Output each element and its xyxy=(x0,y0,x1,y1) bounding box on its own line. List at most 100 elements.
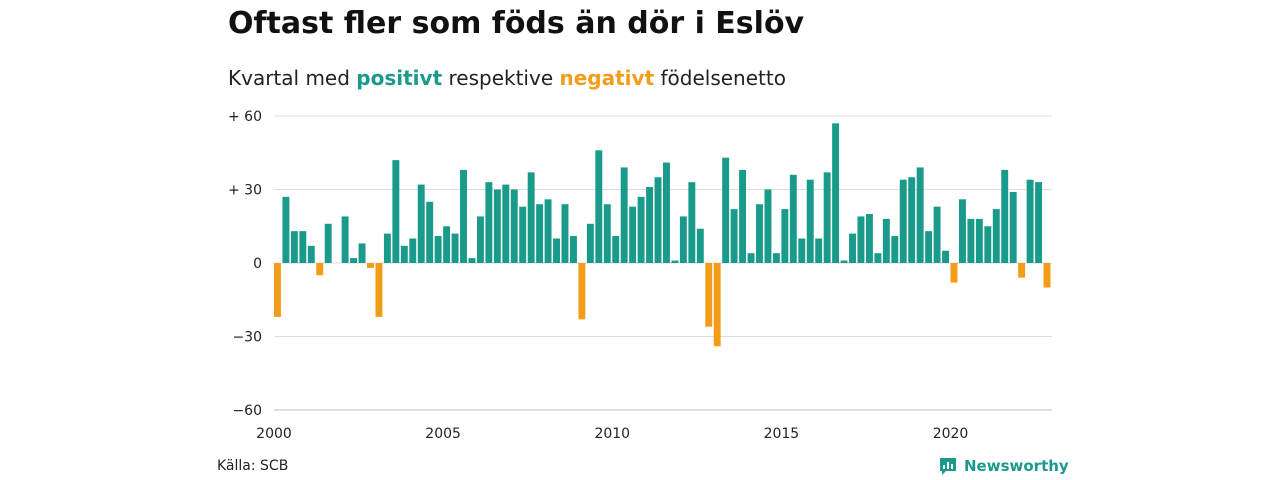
bar xyxy=(603,204,611,263)
bar xyxy=(468,258,476,263)
y-tick-label: + 60 xyxy=(228,109,262,125)
bar xyxy=(1035,182,1043,263)
bar xyxy=(798,238,806,263)
subtitle-suffix: födelsenetto xyxy=(660,66,786,90)
bar xyxy=(975,218,983,263)
bar xyxy=(375,263,383,317)
bar xyxy=(747,253,755,263)
subtitle-prefix: Kvartal med xyxy=(228,66,350,90)
bar xyxy=(950,263,958,283)
bar xyxy=(553,238,560,263)
bar xyxy=(1001,169,1009,263)
bar xyxy=(392,160,400,263)
bar xyxy=(536,204,544,263)
bar xyxy=(519,206,527,263)
bar xyxy=(654,177,662,263)
bar xyxy=(307,245,315,263)
bar xyxy=(925,231,933,263)
bar xyxy=(764,189,772,263)
bar xyxy=(696,228,704,263)
bar xyxy=(849,233,856,263)
newsworthy-logo-icon xyxy=(940,458,956,475)
bar xyxy=(400,245,408,263)
bar xyxy=(840,260,848,263)
y-tick-label: −60 xyxy=(232,403,262,419)
bar xyxy=(891,236,899,263)
bar xyxy=(823,172,831,263)
bar xyxy=(705,263,713,327)
bar xyxy=(274,263,281,317)
bar xyxy=(789,174,797,263)
bar xyxy=(908,177,916,263)
bar xyxy=(916,167,924,263)
bar xyxy=(460,169,467,263)
bar xyxy=(409,238,417,263)
bar xyxy=(637,196,645,263)
bar xyxy=(510,189,518,263)
bar xyxy=(282,196,290,263)
bar xyxy=(663,162,670,263)
bar xyxy=(1043,263,1051,288)
bar xyxy=(434,236,442,263)
bar xyxy=(350,258,358,263)
bar xyxy=(671,260,679,263)
bar xyxy=(992,209,1000,263)
bar xyxy=(942,250,949,263)
bar xyxy=(899,179,907,263)
bar xyxy=(578,263,586,320)
bar xyxy=(984,226,992,263)
bar xyxy=(1009,191,1017,263)
x-tick-label: 2010 xyxy=(594,426,630,442)
bar xyxy=(544,199,552,263)
bar xyxy=(832,123,840,263)
bar xyxy=(688,182,696,263)
bar xyxy=(772,253,780,263)
brand-logo[interactable]: Newsworthy xyxy=(938,456,1069,476)
bar xyxy=(739,169,747,263)
y-tick-label: −30 xyxy=(232,330,262,346)
bar xyxy=(620,167,628,263)
bar xyxy=(569,236,577,263)
x-tick-label: 2005 xyxy=(425,426,461,442)
bar xyxy=(367,263,374,268)
subtitle-positive-word: positivt xyxy=(356,66,443,90)
bar xyxy=(713,263,721,347)
bar xyxy=(383,233,391,263)
bar xyxy=(443,226,451,263)
bar xyxy=(882,218,890,263)
bar xyxy=(290,231,298,263)
bar xyxy=(451,233,459,263)
bar xyxy=(561,204,569,263)
bar xyxy=(527,172,535,263)
bar xyxy=(586,223,594,263)
bar xyxy=(358,243,366,263)
bar xyxy=(426,201,434,263)
y-tick-label: + 30 xyxy=(228,183,262,199)
x-tick-label: 2000 xyxy=(256,426,292,442)
chart-title: Oftast fler som föds än dör i Eslöv xyxy=(228,6,805,41)
brand-name: Newsworthy xyxy=(964,457,1069,475)
bar xyxy=(756,204,763,263)
bar xyxy=(679,216,687,263)
bar xyxy=(629,206,637,263)
bar xyxy=(612,236,620,263)
x-tick-label: 2015 xyxy=(764,426,800,442)
bar xyxy=(815,238,823,263)
bar xyxy=(933,206,941,263)
x-tick-label: 2020 xyxy=(933,426,969,442)
bar xyxy=(1018,263,1026,278)
bar xyxy=(865,214,873,263)
chart-subtitle: Kvartal med positivt respektive negativt… xyxy=(228,66,786,90)
subtitle-middle: respektive xyxy=(448,66,554,90)
bar xyxy=(1026,179,1034,263)
bar xyxy=(595,150,603,263)
bar xyxy=(316,263,324,276)
bar xyxy=(485,182,493,263)
bar xyxy=(417,184,425,263)
bar xyxy=(874,253,882,263)
bar xyxy=(958,199,966,263)
bar xyxy=(493,189,501,263)
bar xyxy=(730,209,738,263)
bar xyxy=(857,216,865,263)
